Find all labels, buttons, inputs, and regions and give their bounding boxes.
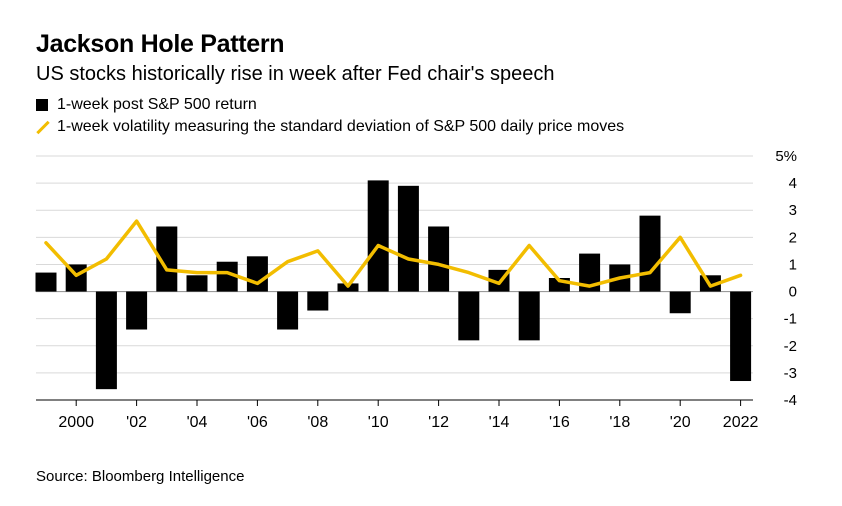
bar-2011 xyxy=(397,185,419,292)
x-tick-label: 2000 xyxy=(58,414,94,431)
y-tick-label: -1 xyxy=(784,311,797,328)
legend-label-return: 1-week post S&P 500 return xyxy=(57,96,257,113)
bar-2002 xyxy=(126,291,148,330)
bar-2001 xyxy=(95,291,117,390)
chart-subtitle: US stocks historically rise in week afte… xyxy=(36,63,555,85)
bar-2020 xyxy=(669,291,691,314)
x-tick-label: '06 xyxy=(247,414,268,431)
x-tick-label: '14 xyxy=(489,414,510,431)
x-tick-label: '02 xyxy=(126,414,147,431)
bar-swatch-icon xyxy=(36,99,48,111)
x-tick-label: '04 xyxy=(187,414,208,431)
legend-item-volatility: 1-week volatility measuring the standard… xyxy=(36,118,624,136)
y-tick-label: -2 xyxy=(784,338,797,355)
x-tick-label: '08 xyxy=(307,414,328,431)
x-tick-label: '10 xyxy=(368,414,389,431)
legend-item-return: 1-week post S&P 500 return xyxy=(36,96,257,114)
bar-2008 xyxy=(307,291,329,311)
chart-title: Jackson Hole Pattern xyxy=(36,30,285,58)
bar-2012 xyxy=(428,226,450,292)
y-tick-label: 3 xyxy=(789,202,797,219)
bar-2022 xyxy=(730,291,752,382)
y-tick-label: 4 xyxy=(789,175,797,192)
bar-2006 xyxy=(246,256,268,292)
source-note: Source: Bloomberg Intelligence xyxy=(36,468,245,485)
bar-2019 xyxy=(639,215,661,292)
bar-2007 xyxy=(277,291,299,330)
legend-label-volatility: 1-week volatility measuring the standard… xyxy=(57,118,625,135)
bar-2015 xyxy=(518,291,540,341)
y-tick-label: -3 xyxy=(784,365,797,382)
x-tick-label: '20 xyxy=(670,414,691,431)
y-tick-label: 0 xyxy=(789,284,797,301)
bar-2010 xyxy=(367,180,389,292)
x-tick-label: '16 xyxy=(549,414,570,431)
bar-1999 xyxy=(35,272,57,292)
x-tick-label: 2022 xyxy=(723,414,759,431)
bar-2017 xyxy=(579,253,601,292)
bar-2005 xyxy=(216,261,238,292)
y-tick-label: -4 xyxy=(784,392,797,409)
y-tick-label: 1 xyxy=(789,256,797,273)
y-tick-label: 5% xyxy=(775,148,797,165)
bar-2003 xyxy=(156,226,178,292)
volatility-line xyxy=(44,219,743,288)
y-tick-label: 2 xyxy=(789,229,797,246)
x-tick-label: '12 xyxy=(428,414,449,431)
bar-2004 xyxy=(186,275,208,292)
bar-2013 xyxy=(458,291,480,341)
x-tick-label: '18 xyxy=(609,414,630,431)
